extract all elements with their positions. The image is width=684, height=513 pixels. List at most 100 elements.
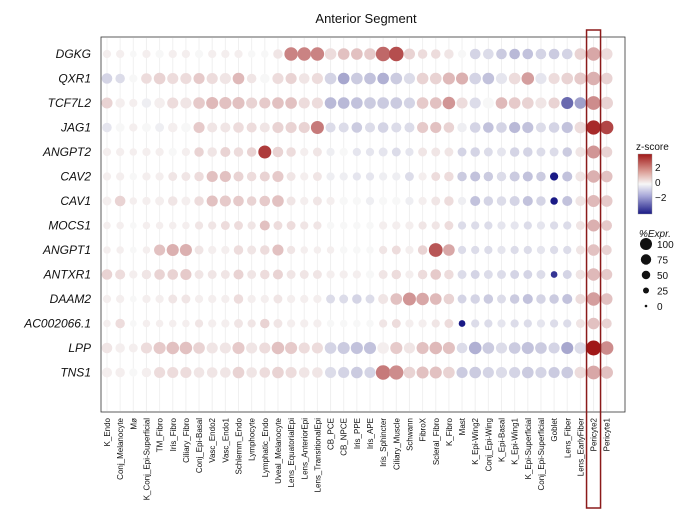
dot	[351, 122, 363, 133]
dot	[470, 294, 480, 304]
dot	[350, 341, 363, 355]
dot	[470, 195, 481, 207]
dot	[129, 368, 138, 377]
dot	[154, 244, 166, 256]
dot	[392, 172, 401, 181]
dot	[219, 195, 231, 207]
dot	[155, 221, 164, 230]
dot	[272, 72, 284, 85]
dot	[129, 74, 138, 83]
dot	[508, 72, 521, 85]
dot	[129, 98, 138, 108]
color-legend-bar	[637, 153, 653, 215]
dot	[429, 97, 442, 109]
cell-type-label: Mø	[129, 418, 138, 430]
dots	[101, 46, 614, 380]
dot	[142, 196, 151, 206]
dot	[220, 221, 230, 230]
dot	[561, 121, 573, 134]
dot	[339, 319, 348, 328]
dot	[324, 97, 337, 109]
dot	[141, 367, 152, 378]
dot	[522, 121, 534, 134]
dot	[364, 366, 376, 379]
dot	[497, 245, 506, 255]
dot	[549, 221, 559, 230]
dot	[246, 342, 258, 354]
cell-type-label: K_Epi-Superficial	[524, 418, 533, 480]
dot	[405, 196, 414, 206]
pericyte2-highlight-box	[585, 29, 602, 509]
dot	[561, 48, 573, 60]
dot	[469, 97, 481, 109]
dot	[587, 219, 600, 232]
dot	[586, 96, 601, 110]
dot	[116, 147, 125, 157]
dot	[469, 72, 482, 85]
dot	[286, 172, 296, 181]
dot	[129, 123, 138, 132]
dot	[286, 270, 296, 279]
dot	[483, 196, 494, 206]
dot	[444, 196, 454, 206]
dot	[574, 97, 587, 109]
dot	[298, 73, 310, 84]
dot	[207, 122, 218, 133]
dot	[495, 72, 508, 85]
dot	[260, 294, 269, 304]
dot	[442, 96, 456, 110]
dot	[391, 147, 401, 157]
dot	[247, 319, 256, 328]
dot	[548, 97, 560, 109]
dot	[271, 341, 285, 355]
dot	[167, 366, 179, 379]
dot	[442, 341, 455, 355]
dot	[377, 122, 389, 133]
dot	[417, 121, 429, 134]
dot	[246, 97, 258, 109]
dot	[483, 48, 494, 60]
dot	[391, 269, 402, 280]
dot	[536, 196, 546, 206]
dot	[562, 293, 573, 305]
cell-type-label: Conj_Epi-Wing	[484, 418, 493, 471]
dot	[378, 147, 388, 157]
size-legend-label: 50	[657, 271, 669, 282]
dot	[115, 269, 126, 280]
dot	[431, 172, 441, 181]
dot	[313, 246, 322, 254]
dot	[431, 147, 441, 157]
dot	[563, 245, 572, 255]
dot	[221, 319, 230, 328]
dot	[536, 319, 546, 328]
dot	[444, 147, 454, 157]
dot	[297, 47, 311, 61]
dot	[548, 48, 560, 60]
color-legend-tick-neg2: −2	[655, 193, 667, 204]
dot	[219, 170, 231, 183]
dot	[324, 48, 337, 60]
dot	[586, 340, 602, 356]
dot	[575, 293, 586, 305]
dot	[522, 195, 533, 207]
color-legend: z-score 2 0 −2	[636, 142, 669, 215]
cell-type-label: K_Endo	[103, 417, 112, 446]
dot	[495, 342, 508, 354]
dot	[456, 72, 469, 85]
dot	[471, 245, 480, 255]
dot	[102, 147, 112, 157]
dot	[300, 147, 309, 157]
dot	[273, 49, 283, 59]
dot	[600, 195, 613, 207]
dot	[365, 196, 375, 206]
dot	[600, 96, 613, 110]
dot	[208, 49, 217, 59]
dot	[561, 366, 574, 379]
plot-frame	[100, 36, 626, 413]
gene-label: DGKG	[56, 47, 91, 61]
dot	[562, 270, 572, 279]
dot	[115, 123, 125, 132]
dot	[103, 246, 111, 254]
dot	[378, 293, 389, 305]
dot	[429, 293, 442, 305]
